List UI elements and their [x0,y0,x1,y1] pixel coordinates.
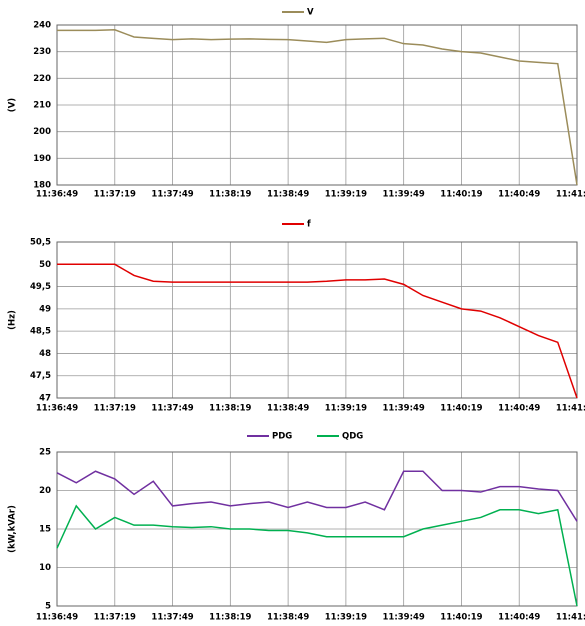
legend-label: PDG [272,432,292,442]
x-tick-label: 11:37:49 [151,613,193,623]
x-tick-label: 11:40:49 [498,613,540,623]
y-tick-label: 50,5 [30,238,51,248]
x-tick-label: 11:37:19 [94,190,136,200]
legend-label: V [307,8,314,18]
y-tick-label: 49,5 [30,282,51,292]
y-tick-label: 240 [33,21,51,31]
legend-label: QDG [342,432,363,442]
y-tick-label: 180 [33,181,51,191]
x-tick-label: 11:40:19 [440,404,482,414]
x-tick-label: 11:36:49 [36,613,78,623]
data-line [57,29,578,186]
y-tick-label: 47 [39,394,51,404]
y-tick-label: 48 [39,349,51,359]
x-tick-label: 11:39:49 [383,190,425,200]
y-tick-label: 20 [39,486,51,496]
y-tick-label: 49 [39,304,51,314]
x-tick-label: 11:38:49 [267,613,309,623]
x-tick-label: 11:39:19 [325,404,367,414]
y-tick-label: 210 [33,101,51,111]
x-tick-label: 11:41:19 [556,613,585,623]
y-tick-label: 230 [33,47,51,57]
plot-frame [56,24,578,186]
x-tick-label: 11:37:49 [151,190,193,200]
x-tick-label: 11:39:19 [325,613,367,623]
x-tick-label: 11:40:19 [440,190,482,200]
x-tick-label: 11:40:49 [498,190,540,200]
x-tick-label: 11:40:49 [498,404,540,414]
y-tick-label: 10 [39,563,51,573]
y-tick-label: 47,5 [30,371,51,381]
y-axis-label: (kW,kVAr) [8,505,18,553]
x-tick-label: 11:36:49 [36,404,78,414]
x-tick-label: 11:38:49 [267,190,309,200]
y-tick-label: 200 [33,127,51,137]
x-tick-label: 11:40:19 [440,613,482,623]
y-tick-label: 220 [33,74,51,84]
data-line [56,470,578,522]
y-axis-label: (Hz) [8,310,18,330]
legend-label: f [307,220,311,230]
data-line [57,263,578,399]
x-tick-label: 11:38:49 [267,404,309,414]
x-tick-label: 11:38:19 [209,404,251,414]
y-tick-label: 48,5 [30,327,51,337]
x-tick-label: 11:37:49 [151,404,193,414]
y-tick-label: 5 [45,602,51,612]
plot-frame [56,451,578,607]
plot-frame [56,241,578,399]
x-tick-label: 11:37:19 [94,404,136,414]
x-tick-label: 11:41:19 [556,404,585,414]
x-tick-label: 11:37:19 [94,613,136,623]
y-axis-label: (V) [8,98,18,112]
y-tick-label: 190 [33,154,51,164]
y-tick-label: 25 [39,448,51,458]
data-line [56,504,578,607]
y-tick-label: 15 [39,525,51,535]
x-tick-label: 11:36:49 [36,190,78,200]
x-tick-label: 11:41:19 [556,190,585,200]
x-tick-label: 11:39:49 [383,404,425,414]
x-tick-label: 11:39:19 [325,190,367,200]
y-tick-label: 50 [39,260,51,270]
x-tick-label: 11:39:49 [383,613,425,623]
x-tick-label: 11:38:19 [209,613,251,623]
x-tick-label: 11:38:19 [209,190,251,200]
